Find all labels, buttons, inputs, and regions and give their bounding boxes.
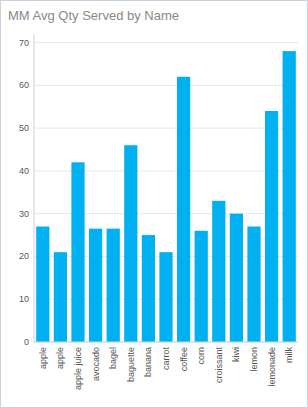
grid [34, 43, 298, 342]
bar [265, 111, 278, 342]
x-tick-label: apple [38, 347, 48, 369]
grid-line [34, 128, 298, 129]
x-tick-label: bagel [108, 347, 118, 369]
x-tick-label: avocado [91, 347, 101, 381]
x-tick-label: milk [284, 347, 294, 363]
bar [212, 201, 225, 342]
y-tick-label: 0 [24, 337, 29, 347]
bar [283, 51, 296, 342]
y-tick-label: 60 [19, 80, 29, 90]
x-tick-label: apple [55, 347, 65, 369]
bar [230, 214, 243, 342]
title: MM Avg Qty Served by Name [8, 8, 179, 23]
x-tick-label: coffee [179, 347, 189, 371]
bar [247, 227, 260, 343]
bar [124, 145, 137, 342]
y-tick-label: 20 [19, 251, 29, 261]
figure-border [1, 1, 308, 408]
x-tick-label: croissant [214, 347, 224, 384]
bar [36, 227, 49, 343]
x-tick-label: kiwi [231, 347, 241, 362]
y-tick-label: 70 [19, 38, 29, 48]
grid-line [34, 342, 298, 343]
bar [177, 77, 190, 342]
y-tick-label: 30 [19, 209, 29, 219]
chart-svg: MM Avg Qty Served by Name 0 10 20 30 40 50 60 70… [0, 0, 308, 408]
y-axis-line [34, 34, 35, 342]
bars [36, 51, 296, 342]
bar [159, 252, 172, 342]
x-tick-label: corn [196, 347, 206, 365]
chart-container: MM Avg Qty Served by Name 0 10 20 30 40 50 60 70… [0, 0, 308, 408]
x-tick-label: baguette [126, 347, 136, 382]
grid-line [34, 42, 298, 43]
y-tick-label: 40 [19, 166, 29, 176]
x-tick-label: apple juice [73, 347, 83, 390]
x-axis-line [34, 342, 298, 343]
x-tick-label: carrot [161, 347, 171, 371]
bar [195, 231, 208, 342]
bar [142, 235, 155, 342]
x-tick-label: banana [143, 347, 153, 377]
x-tick-label: lemonade [267, 347, 277, 387]
y-tick-label: 10 [19, 294, 29, 304]
grid-line [34, 85, 298, 86]
y-tick-label: 50 [19, 123, 29, 133]
x-tick-label: lemon [249, 347, 259, 372]
bar [89, 229, 102, 342]
bar [107, 229, 120, 342]
bar [54, 252, 67, 342]
bar [71, 162, 84, 342]
